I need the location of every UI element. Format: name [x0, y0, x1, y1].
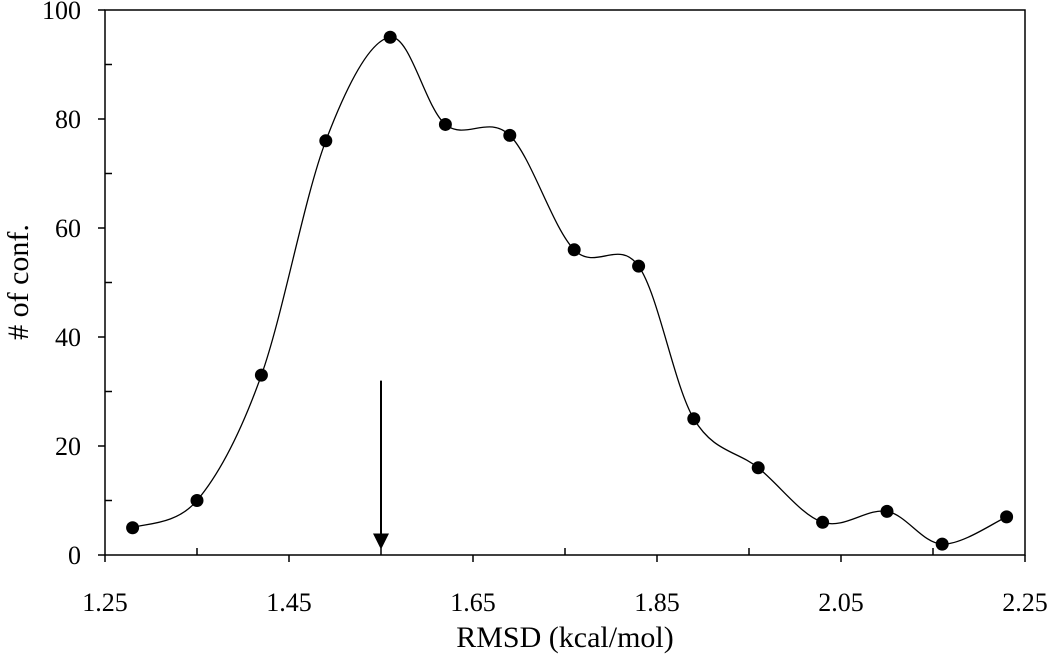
series-line — [132, 36, 1007, 545]
y-tick-label: 60 — [55, 214, 81, 243]
data-point — [687, 412, 701, 426]
data-point — [319, 134, 333, 148]
x-tick-label: 2.05 — [818, 588, 864, 617]
y-tick-label: 40 — [55, 323, 81, 352]
y-axis-title: # of conf. — [2, 224, 35, 340]
arrow-head — [373, 533, 389, 550]
x-axis-ticks: 1.25 1.45 1.65 1.85 2.05 2.25 — [82, 548, 1048, 617]
x-tick-label: 1.25 — [82, 588, 128, 617]
y-tick-label: 0 — [68, 541, 81, 570]
data-point — [383, 30, 397, 44]
x-tick-label: 1.45 — [266, 588, 312, 617]
data-point — [503, 128, 517, 142]
y-tick-label: 20 — [55, 432, 81, 461]
y-tick-label: 80 — [55, 105, 81, 134]
x-tick-label: 2.25 — [1002, 588, 1048, 617]
annotation-layer — [373, 380, 389, 550]
data-point — [1000, 510, 1014, 524]
data-point — [935, 537, 949, 551]
x-tick-label: 1.65 — [450, 588, 496, 617]
x-axis-title: RMSD (kcal/mol) — [456, 621, 674, 654]
data-point — [254, 368, 268, 382]
data-point — [632, 259, 646, 273]
data-point — [567, 243, 581, 257]
data-point — [751, 461, 765, 475]
plot-area-frame — [104, 9, 1026, 556]
data-point — [126, 521, 140, 535]
series-layer — [126, 30, 1014, 551]
y-tick-label: 100 — [42, 0, 81, 25]
data-point — [438, 117, 452, 131]
x-tick-label: 1.85 — [634, 588, 680, 617]
data-point — [880, 504, 894, 518]
data-point — [190, 494, 204, 507]
y-axis-ticks: 0 20 40 60 80 100 — [42, 0, 112, 570]
data-point — [816, 515, 830, 529]
